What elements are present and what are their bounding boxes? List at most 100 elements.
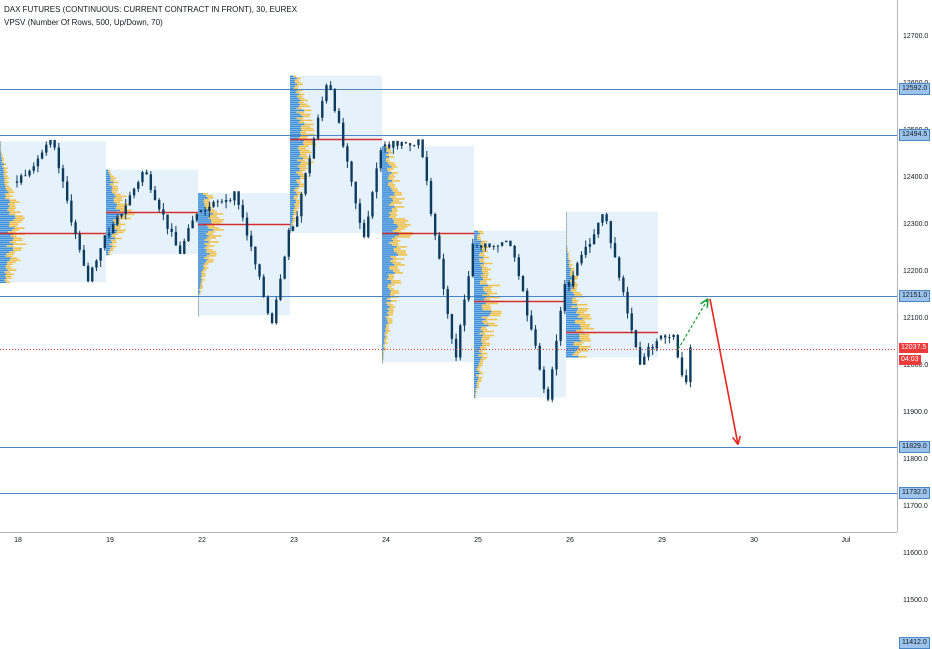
- candle-body[interactable]: [41, 153, 43, 159]
- candle-body[interactable]: [409, 143, 411, 145]
- candle-body[interactable]: [572, 275, 574, 286]
- level-price-label[interactable]: 12494.5: [899, 129, 930, 141]
- candle-body[interactable]: [187, 228, 189, 241]
- candle-body[interactable]: [355, 182, 357, 204]
- candle-body[interactable]: [120, 214, 122, 216]
- candle-body[interactable]: [129, 195, 131, 205]
- candle-body[interactable]: [233, 191, 235, 200]
- candle-body[interactable]: [518, 257, 520, 276]
- candle-body[interactable]: [371, 192, 373, 216]
- candle-body[interactable]: [559, 311, 561, 341]
- candle-body[interactable]: [49, 140, 51, 145]
- symbol-title[interactable]: DAX FUTURES (CONTINUOUS: CURRENT CONTRAC…: [4, 5, 297, 14]
- candle-body[interactable]: [363, 223, 365, 237]
- candle-body[interactable]: [447, 289, 449, 314]
- candle-body[interactable]: [275, 300, 277, 323]
- down-projection-arrow[interactable]: [710, 299, 738, 445]
- candle-body[interactable]: [317, 118, 319, 139]
- candle-body[interactable]: [392, 141, 394, 148]
- candle-body[interactable]: [33, 166, 35, 170]
- candle-body[interactable]: [254, 247, 256, 265]
- candle-body[interactable]: [271, 313, 273, 323]
- candle-body[interactable]: [338, 111, 340, 123]
- candle-body[interactable]: [501, 242, 503, 245]
- candle-body[interactable]: [614, 243, 616, 257]
- candle-body[interactable]: [564, 284, 566, 311]
- candle-body[interactable]: [321, 101, 323, 118]
- candle-body[interactable]: [150, 174, 152, 190]
- candle-body[interactable]: [325, 85, 327, 101]
- candle-body[interactable]: [208, 207, 210, 211]
- candle-body[interactable]: [221, 201, 223, 202]
- level-price-label[interactable]: 11412.0: [899, 637, 930, 649]
- candle-body[interactable]: [601, 214, 603, 222]
- candle-body[interactable]: [296, 216, 298, 226]
- candle-body[interactable]: [472, 244, 474, 277]
- candle-body[interactable]: [388, 144, 390, 147]
- candle-body[interactable]: [346, 146, 348, 161]
- candle-body[interactable]: [484, 243, 486, 247]
- candle-body[interactable]: [656, 341, 658, 348]
- candle-body[interactable]: [225, 200, 227, 202]
- candle-body[interactable]: [451, 314, 453, 339]
- candle-body[interactable]: [283, 257, 285, 279]
- candle-body[interactable]: [292, 227, 294, 231]
- level-price-label[interactable]: 12592.0: [899, 83, 930, 95]
- candle-body[interactable]: [677, 335, 679, 358]
- candle-body[interactable]: [685, 375, 687, 382]
- candle-body[interactable]: [375, 168, 377, 192]
- candle-body[interactable]: [417, 139, 419, 145]
- candle-body[interactable]: [329, 85, 331, 89]
- candle-body[interactable]: [480, 246, 482, 248]
- candle-body[interactable]: [45, 145, 47, 153]
- candle-body[interactable]: [91, 268, 93, 282]
- candle-body[interactable]: [488, 243, 490, 247]
- candle-body[interactable]: [158, 200, 160, 209]
- candle-body[interactable]: [635, 330, 637, 347]
- candle-body[interactable]: [99, 248, 101, 260]
- candle-body[interactable]: [141, 172, 143, 182]
- candle-body[interactable]: [631, 313, 633, 330]
- candle-body[interactable]: [304, 173, 306, 194]
- candle-body[interactable]: [647, 347, 649, 357]
- candle-body[interactable]: [204, 210, 206, 211]
- candle-body[interactable]: [576, 263, 578, 275]
- candle-body[interactable]: [668, 337, 670, 338]
- candle-body[interactable]: [384, 144, 386, 146]
- candle-body[interactable]: [664, 336, 666, 338]
- candle-body[interactable]: [455, 339, 457, 358]
- candle-body[interactable]: [622, 278, 624, 292]
- candle-body[interactable]: [689, 347, 691, 382]
- candle-body[interactable]: [380, 150, 382, 168]
- candle-body[interactable]: [513, 246, 515, 257]
- candle-body[interactable]: [580, 255, 582, 263]
- candle-body[interactable]: [367, 217, 369, 237]
- candle-body[interactable]: [200, 210, 202, 212]
- candle-body[interactable]: [191, 220, 193, 228]
- candle-body[interactable]: [279, 279, 281, 300]
- candle-body[interactable]: [497, 246, 499, 247]
- candle-body[interactable]: [95, 261, 97, 268]
- candle-body[interactable]: [568, 282, 570, 286]
- candle-body[interactable]: [643, 357, 645, 365]
- candle-body[interactable]: [154, 190, 156, 200]
- candle-body[interactable]: [313, 138, 315, 158]
- price-chart[interactable]: [0, 0, 897, 532]
- candle-body[interactable]: [74, 222, 76, 234]
- candle-body[interactable]: [83, 250, 85, 266]
- candle-body[interactable]: [183, 241, 185, 254]
- candle-body[interactable]: [509, 241, 511, 246]
- candle-body[interactable]: [334, 89, 336, 111]
- candle-body[interactable]: [250, 236, 252, 247]
- candle-body[interactable]: [171, 229, 173, 232]
- candle-body[interactable]: [288, 230, 290, 257]
- candle-body[interactable]: [434, 214, 436, 235]
- candle-body[interactable]: [534, 329, 536, 345]
- candle-body[interactable]: [79, 234, 81, 250]
- candle-body[interactable]: [179, 246, 181, 254]
- candle-body[interactable]: [37, 159, 39, 167]
- candle-body[interactable]: [547, 389, 549, 400]
- candle-body[interactable]: [405, 142, 407, 143]
